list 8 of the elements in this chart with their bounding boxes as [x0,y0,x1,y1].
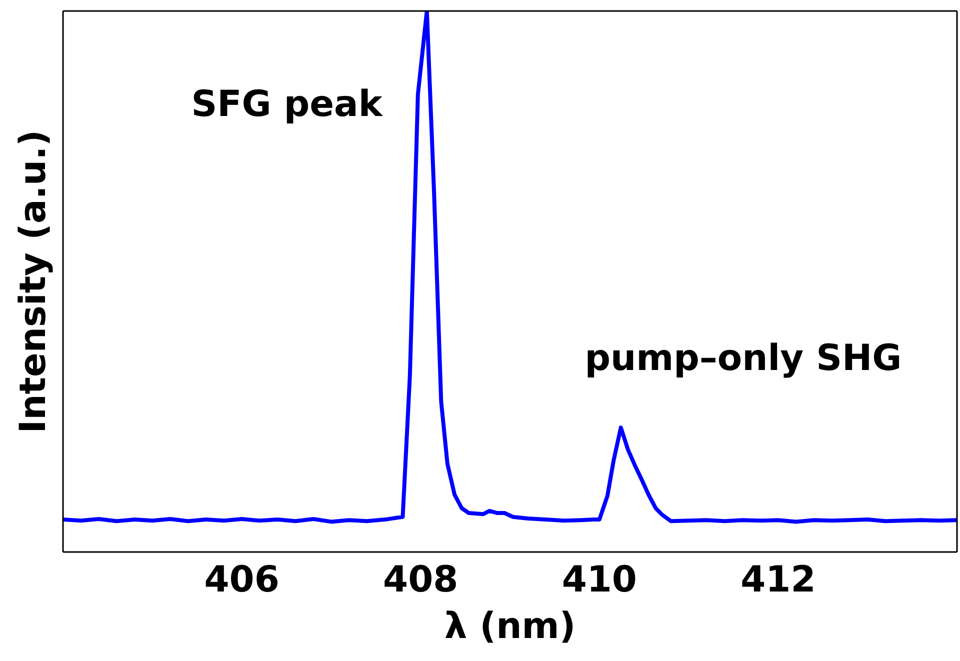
y-axis-title: Intensity (a.u.) [12,130,54,434]
annotation: pump–only SHG [584,338,902,379]
x-axis-title: λ (nm) [444,606,576,647]
x-tick-label: 410 [562,560,637,601]
x-tick-label: 408 [383,560,458,601]
annotation: SFG peak [191,84,384,125]
x-tick-label: 412 [740,560,816,601]
x-tick-label: 406 [204,560,280,601]
